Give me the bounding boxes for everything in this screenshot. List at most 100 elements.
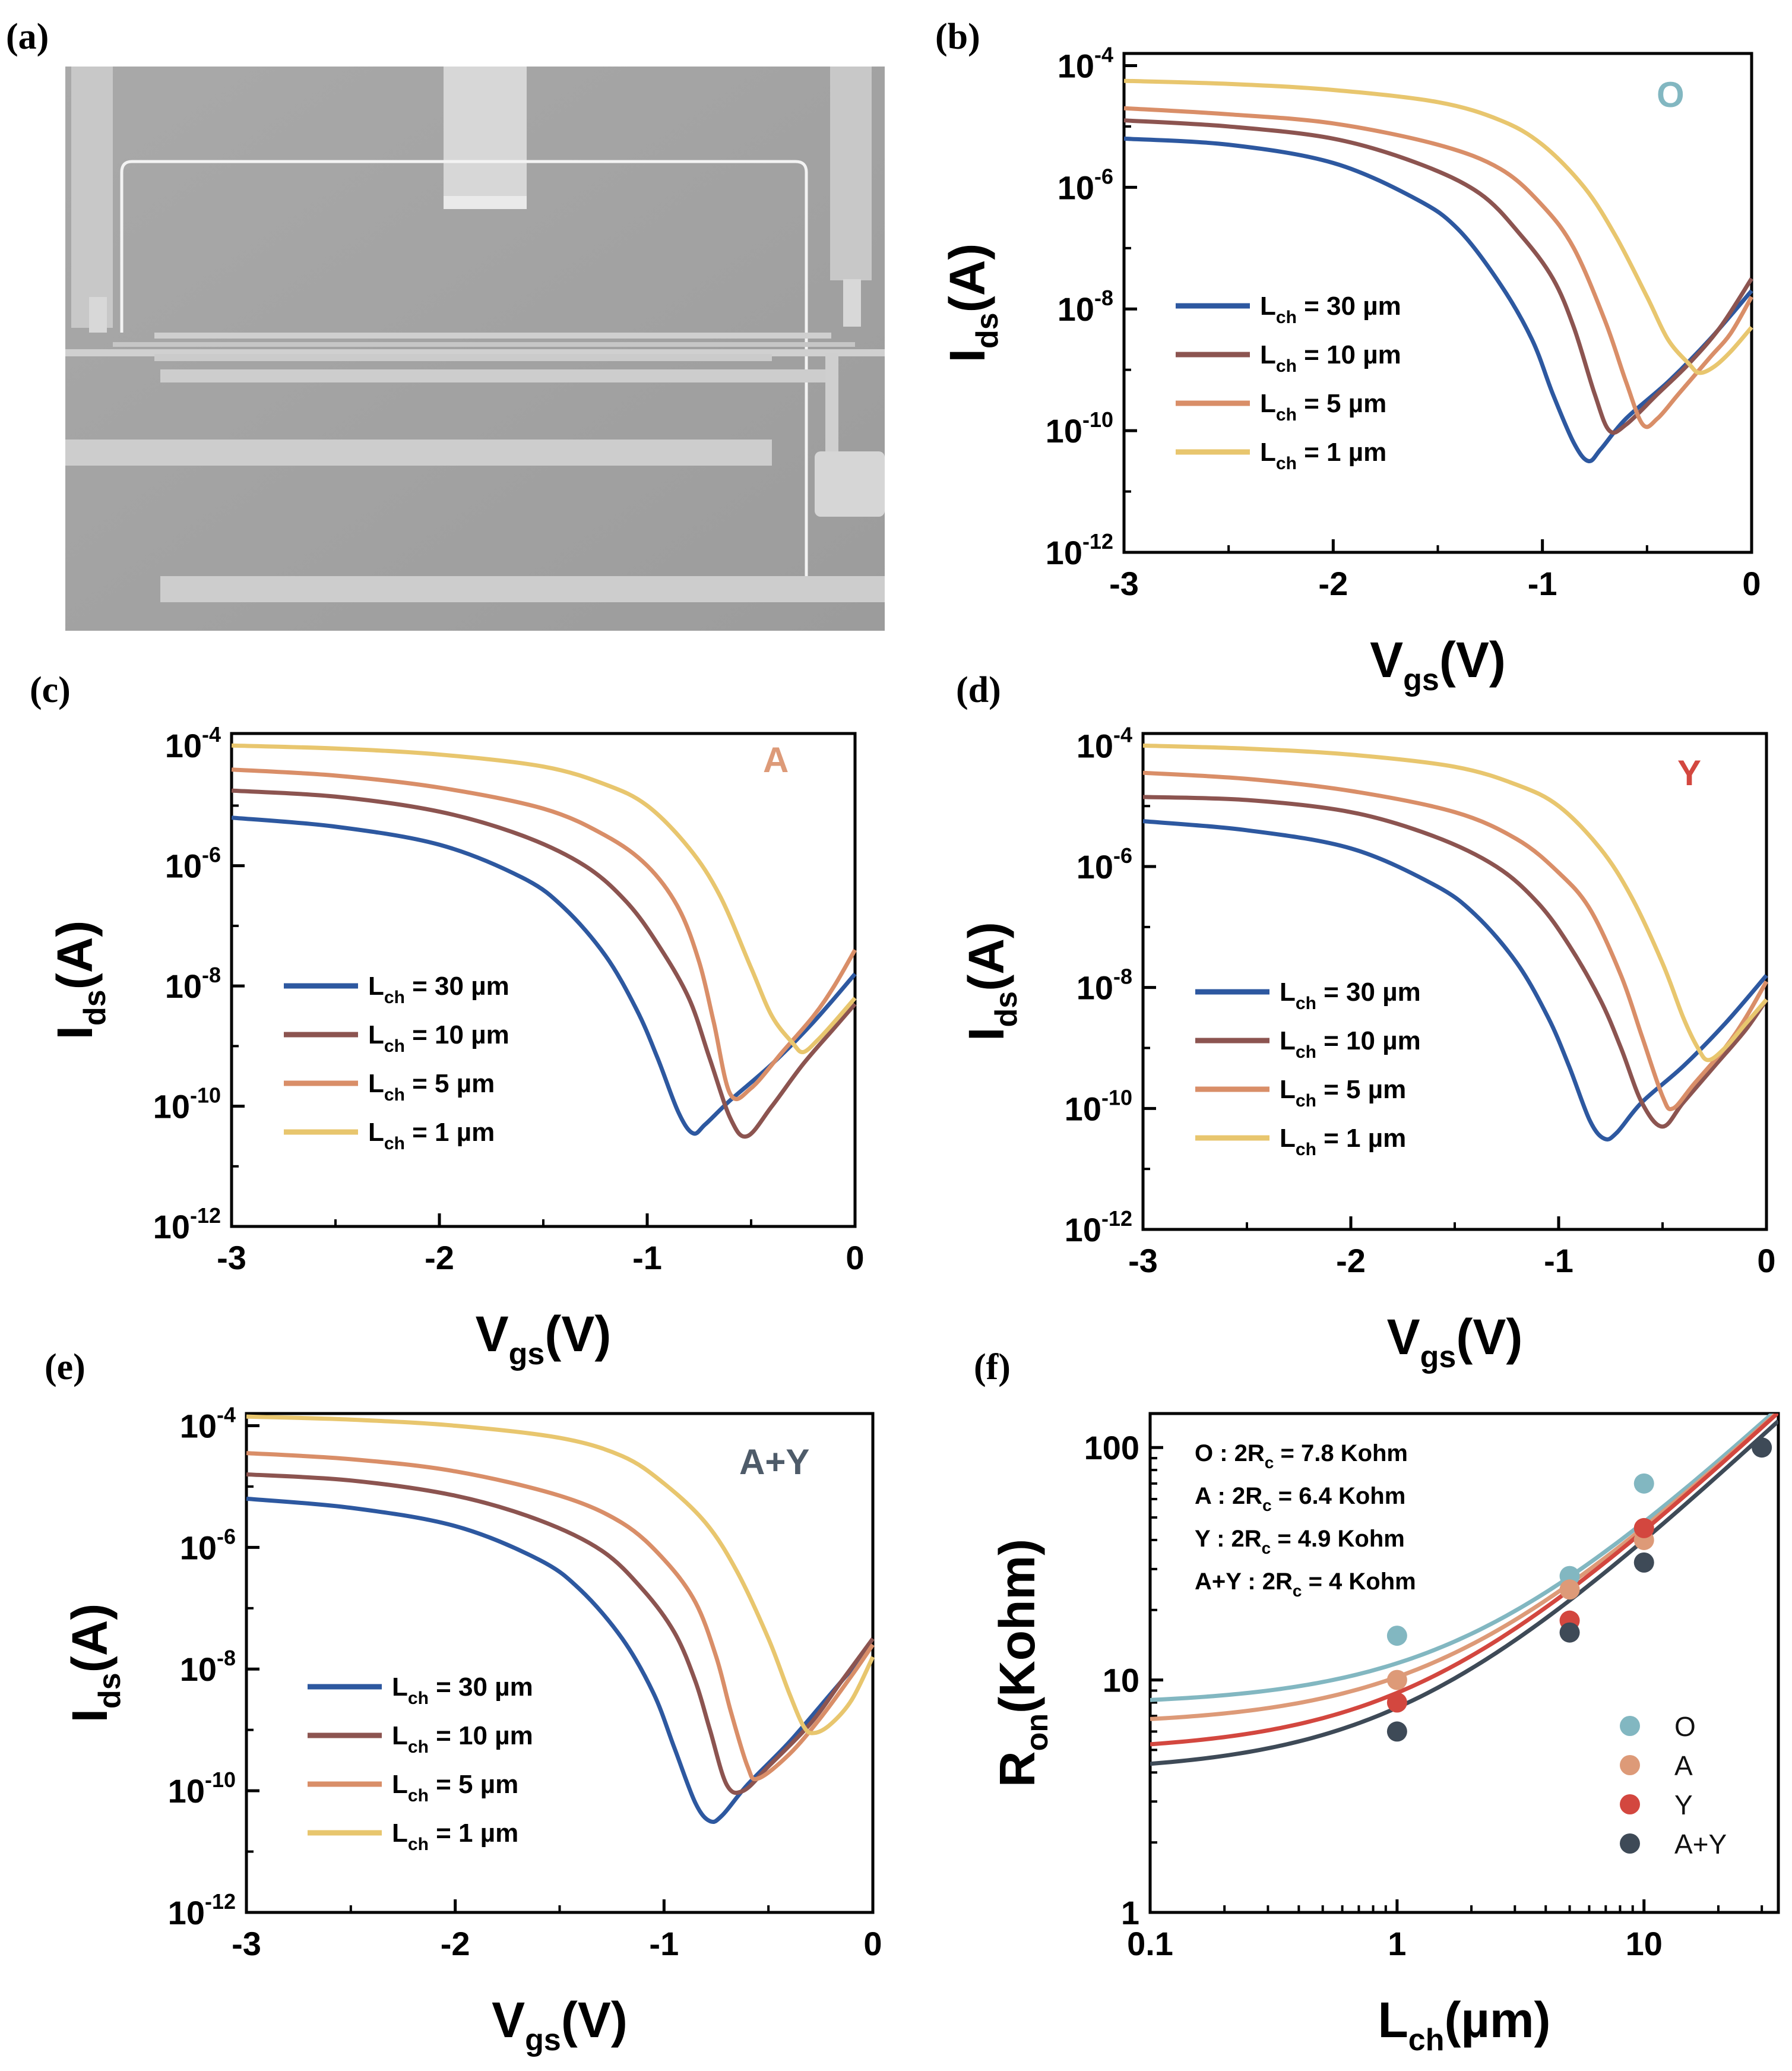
legend-marker — [1620, 1716, 1640, 1736]
legend-entry: Lch = 5 µm — [392, 1770, 518, 1806]
fit-line-A+Y — [1150, 1419, 1778, 1766]
x-tick-label: 0 — [863, 1925, 882, 1962]
data-point-A — [1559, 1579, 1580, 1600]
y-tick-label: 100 — [1084, 1429, 1139, 1466]
contact-resistance-annotation: A+Y : 2Rc = 4 Kohm — [1195, 1569, 1416, 1600]
y-tick-label: 10-6 — [1058, 164, 1113, 206]
x-tick-label: -1 — [1528, 565, 1557, 602]
x-axis-label: Vgs(V) — [476, 1306, 612, 1371]
series-line-1um — [231, 743, 857, 1054]
y-tick-label: 10-4 — [165, 722, 221, 764]
panel-label-f: (f) — [974, 1347, 1011, 1387]
legend-entry: Lch = 10 µm — [392, 1721, 533, 1757]
sem-top-pad — [444, 67, 527, 209]
y-tick-label: 10-8 — [1058, 286, 1113, 328]
plot-frame — [1141, 732, 1768, 1231]
y-tick-label: 10-12 — [1065, 1206, 1132, 1248]
x-tick-label: 0 — [1757, 1242, 1775, 1279]
series-line-1um — [246, 1414, 875, 1735]
plot-b: O -3 -2 -1 0 10-4 10-6 10-8 10-10 10-12 Vgs(V) Ids… — [939, 42, 1761, 697]
legend-entry: Lch = 5 µm — [1260, 389, 1386, 425]
data-point-O — [1633, 1473, 1654, 1494]
y-tick-label: 10-6 — [180, 1524, 236, 1566]
series-line-30um — [231, 815, 857, 1136]
annotation-a-plus-y: A+Y — [739, 1442, 809, 1482]
data-point-A+Y — [1752, 1437, 1772, 1458]
x-tick-label: -2 — [441, 1925, 470, 1962]
y-tick-label: 10-4 — [180, 1402, 236, 1444]
series-line-5um — [231, 767, 857, 1101]
y-tick-label: 10-4 — [1058, 42, 1113, 84]
legend-entry: Lch = 5 µm — [368, 1069, 495, 1105]
y-axis-label: Ids(A) — [47, 921, 112, 1040]
sem-bar-1 — [160, 369, 831, 382]
series-line-30um — [1123, 136, 1753, 463]
fit-line-O — [1150, 1414, 1775, 1702]
legend-entry: A — [1674, 1750, 1693, 1781]
y-tick-label: 10-8 — [180, 1646, 236, 1688]
legend-entry: Y — [1674, 1789, 1693, 1820]
series-line-10um — [1123, 118, 1753, 435]
series-line-10um — [1142, 795, 1768, 1129]
contact-resistance-annotation: A : 2Rc = 6.4 Kohm — [1195, 1483, 1405, 1514]
x-tick-label: -3 — [217, 1239, 246, 1276]
y-tick-label: 10-6 — [1077, 843, 1132, 886]
x-tick-label: -1 — [649, 1925, 679, 1962]
x-tick-label: 10 — [1626, 1925, 1663, 1962]
data-point-A — [1386, 1670, 1407, 1690]
panel-label-e: (e) — [45, 1347, 86, 1387]
sem-bar-3 — [160, 576, 885, 602]
y-tick-label: 10-10 — [1065, 1085, 1132, 1127]
annotation-y: Y — [1677, 753, 1701, 793]
plot-e: A+Y -3 -2 -1 0 10-4 10-6 10-8 10-10 10-12 Vgs(V) I… — [62, 1402, 882, 2057]
legend-entry: Lch = 5 µm — [1280, 1075, 1406, 1111]
y-axis-label: Ids(A) — [939, 244, 1005, 363]
y-tick-label: 10-12 — [1046, 529, 1113, 571]
legend-entry: Lch = 30 µm — [1280, 978, 1421, 1013]
y-tick-label: 10-6 — [165, 843, 221, 885]
series-line-1um — [1123, 78, 1753, 375]
y-axis-label: Ids(A) — [958, 922, 1024, 1041]
x-tick-label: 0 — [846, 1239, 864, 1276]
sem-wire-loop — [120, 160, 808, 600]
series-line-1um — [1142, 743, 1768, 1063]
x-axis-label: Vgs(V) — [1370, 632, 1506, 697]
y-tick-label: 1 — [1121, 1894, 1139, 1931]
legend-marker — [1620, 1755, 1640, 1775]
y-axis-label: Ron(Kohm) — [989, 1539, 1055, 1787]
y-tick-label: 10-12 — [168, 1889, 236, 1931]
panel-label-a: (a) — [6, 17, 49, 57]
x-axis-label: Vgs(V) — [1387, 1309, 1523, 1374]
data-point-A+Y — [1633, 1552, 1654, 1573]
sem-bar-2 — [65, 440, 772, 466]
plot-c: A -3 -2 -1 0 10-4 10-6 10-8 10-10 10-12 Vgs(V) Ids… — [47, 722, 865, 1371]
legend-entry: Lch = 10 µm — [368, 1020, 509, 1056]
series-line-5um — [246, 1451, 875, 1782]
x-tick-label: 0 — [1742, 565, 1761, 602]
y-axis-label: Ids(A) — [62, 1604, 127, 1723]
legend-marker — [1620, 1833, 1640, 1854]
panel-label-d: (d) — [956, 670, 1001, 710]
data-point-O — [1386, 1626, 1407, 1646]
legend-entry: Lch = 1 µm — [1260, 438, 1386, 473]
legend-marker — [1620, 1794, 1640, 1814]
x-tick-label: 0.1 — [1127, 1925, 1173, 1962]
sem-image — [65, 67, 885, 631]
panel-label-b: (b) — [935, 17, 980, 57]
x-tick-label: -2 — [1318, 565, 1348, 602]
y-tick-label: 10-4 — [1077, 722, 1132, 764]
y-tick-label: 10-10 — [1046, 407, 1113, 450]
plot-d: Y -3 -2 -1 0 10-4 10-6 10-8 10-10 10-12 Vgs(V) Ids… — [958, 722, 1776, 1374]
data-point-Y — [1386, 1692, 1407, 1713]
y-tick-label: 10-8 — [165, 963, 221, 1005]
sem-left-electrode — [71, 67, 113, 328]
legend-entry: Lch = 10 µm — [1280, 1026, 1421, 1062]
sem-right-electrode — [830, 67, 872, 280]
panel-label-c: (c) — [30, 670, 71, 710]
plot-frame — [1122, 52, 1753, 554]
plot-frame — [1148, 1412, 1780, 1914]
legend-entry: Lch = 30 µm — [368, 972, 509, 1007]
y-tick-label: 10-8 — [1077, 965, 1132, 1007]
x-tick-label: -3 — [1109, 565, 1139, 602]
